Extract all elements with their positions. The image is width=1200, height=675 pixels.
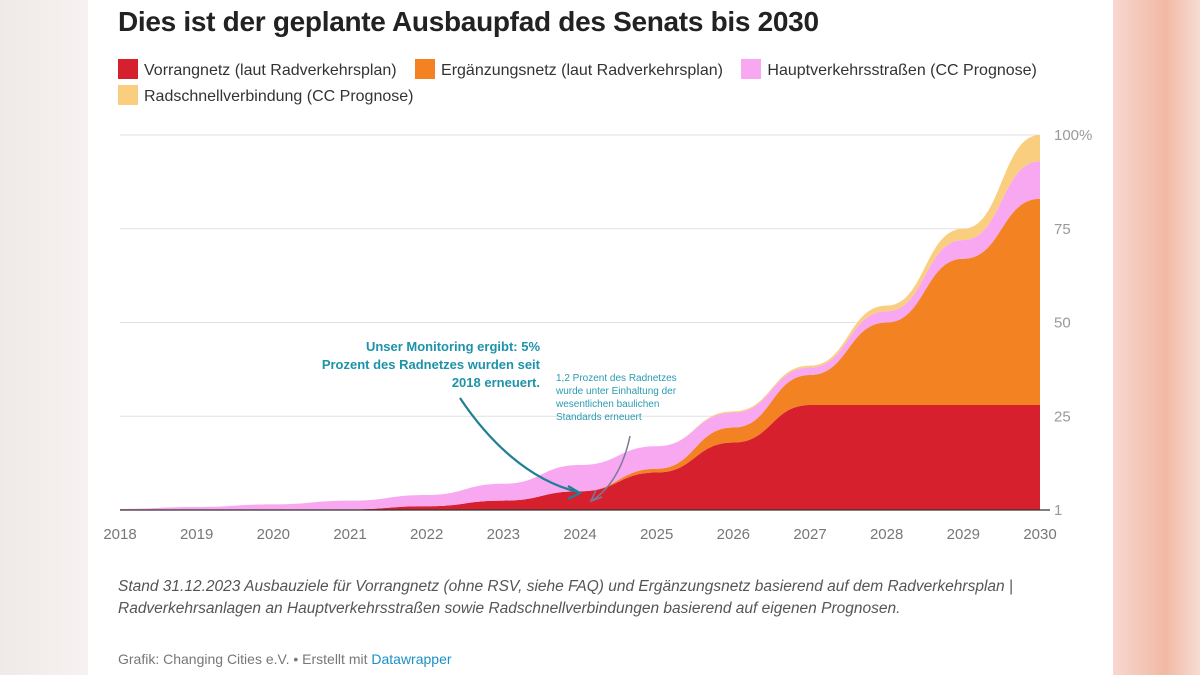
legend-item-ergaenzungsnetz: Ergänzungsnetz (laut Radverkehrsplan) xyxy=(415,58,723,84)
legend-label: Hauptverkehrsstraßen (CC Prognose) xyxy=(767,62,1037,79)
chart-card: Dies ist der geplante Ausbaupfad des Sen… xyxy=(88,0,1113,675)
x-tick-label: 2027 xyxy=(793,526,826,543)
x-tick-label: 2024 xyxy=(563,526,596,543)
annotation-arrow-standards xyxy=(592,435,631,501)
legend: Vorrangnetz (laut Radverkehrsplan) Ergän… xyxy=(118,58,1078,110)
background-left xyxy=(0,0,88,675)
x-tick-label: 2030 xyxy=(1023,526,1056,543)
legend-item-hauptverkehrsstrassen: Hauptverkehrsstraßen (CC Prognose) xyxy=(741,58,1037,84)
x-tick-label: 2018 xyxy=(103,526,136,543)
annotation-monitoring: Unser Monitoring ergibt: 5% Prozent des … xyxy=(321,339,540,390)
x-tick-label: 2023 xyxy=(487,526,520,543)
legend-label: Radschnellverbindung (CC Prognose) xyxy=(144,88,414,105)
area-series-1 xyxy=(120,198,1040,510)
arrowhead-icon xyxy=(589,489,603,503)
credit: Grafik: Changing Cities e.V. • Erstellt … xyxy=(118,651,452,667)
legend-swatch xyxy=(118,59,138,79)
legend-swatch xyxy=(741,59,762,79)
x-tick-label: 2025 xyxy=(640,526,673,543)
x-tick-label: 2026 xyxy=(717,526,750,543)
datawrapper-link[interactable]: Datawrapper xyxy=(371,651,452,667)
y-tick-label: 50 xyxy=(1054,315,1071,332)
area-series-2 xyxy=(120,161,1040,510)
legend-item-radschnellverbindung: Radschnellverbindung (CC Prognose) xyxy=(118,84,413,110)
y-tick-label: 25 xyxy=(1054,408,1071,425)
x-tick-label: 2020 xyxy=(257,526,290,543)
background-right xyxy=(1113,0,1200,675)
chart-notes: Stand 31.12.2023 Ausbauziele für Vorrang… xyxy=(118,578,1013,617)
legend-swatch xyxy=(118,85,138,105)
x-tick-label: 2029 xyxy=(947,526,980,543)
legend-label: Vorrangnetz (laut Radverkehrsplan) xyxy=(144,62,397,79)
x-tick-label: 2022 xyxy=(410,526,443,543)
legend-swatch xyxy=(415,59,436,79)
annotation-standards: 1,2 Prozent des Radnetzes wurde unter Ei… xyxy=(556,373,677,423)
x-tick-label: 2021 xyxy=(333,526,366,543)
y-tick-label: 75 xyxy=(1054,221,1071,238)
chart-title: Dies ist der geplante Ausbaupfad des Sen… xyxy=(118,6,819,37)
credit-text: Grafik: Changing Cities e.V. • Erstellt … xyxy=(118,651,372,667)
annotation-arrow-monitoring xyxy=(459,397,579,494)
x-tick-label: 2019 xyxy=(180,526,213,543)
area-chart: 100% 75 50 25 1 2018 2019 2020 2021 2022 2023 2024 2… xyxy=(103,127,1092,543)
legend-label: Ergänzungsnetz (laut Radverkehrsplan) xyxy=(441,62,723,79)
y-tick-label: 1 xyxy=(1054,502,1062,519)
x-tick-label: 2028 xyxy=(870,526,903,543)
legend-item-vorrangnetz: Vorrangnetz (laut Radverkehrsplan) xyxy=(118,58,397,84)
area-series-0 xyxy=(120,405,1040,510)
y-tick-label: 100% xyxy=(1054,127,1092,144)
arrowhead-icon xyxy=(567,485,583,500)
